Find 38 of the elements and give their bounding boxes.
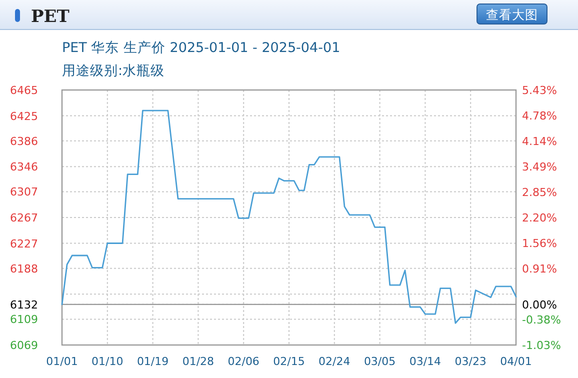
- x-tick-label: 02/15: [273, 355, 305, 368]
- y2-tick-label: 0.00%: [522, 298, 557, 312]
- chart-subtitle: PET 华东 生产价 2025-01-01 - 2025-04-01: [62, 40, 340, 56]
- button: 查看大图: [476, 4, 548, 24]
- chart-title: PET: [31, 7, 70, 27]
- y-tick-label: 6346: [10, 160, 38, 174]
- y2-tick-label: 0.91%: [522, 262, 557, 276]
- x-tick-label: 01/28: [182, 355, 214, 368]
- y2-tick-label: -0.38%: [522, 313, 561, 326]
- y-tick-label: 6425: [10, 110, 38, 123]
- line-series: [61, 110, 517, 324]
- y-tick-label: 6227: [10, 237, 38, 250]
- y2-tick-label: 1.56%: [522, 236, 557, 250]
- y-tick-label: 6465: [10, 84, 38, 97]
- x-tick-label: 04/01: [500, 355, 532, 368]
- x-tick-label: 02/24: [318, 355, 350, 368]
- y-tick-label: 6386: [10, 134, 38, 148]
- y2-tick-label: 2.85%: [522, 186, 557, 199]
- y-tick-label: 6109: [10, 313, 38, 326]
- x-tick-label: 03/23: [454, 355, 486, 368]
- y-tick-label: 6188: [10, 262, 38, 276]
- x-tick-label: 01/19: [136, 355, 169, 368]
- y2-tick-label: 5.43%: [522, 84, 557, 97]
- x-tick-label: 02/06: [228, 355, 260, 368]
- y2-tick-label: 4.14%: [522, 134, 557, 148]
- y2-tick-label: 3.49%: [522, 160, 557, 174]
- x-tick-label: 01/10: [92, 355, 124, 368]
- text: 用途级别:水瓶级: [62, 63, 165, 79]
- y2-tick-label: 2.20%: [522, 212, 557, 224]
- y-tick-label: 6132: [10, 298, 38, 312]
- y2-tick-label: 4.78%: [522, 110, 557, 123]
- x-tick-label: 03/05: [364, 355, 396, 368]
- x-tick-label: 01/01: [46, 355, 78, 368]
- x-tick-label: 03/14: [409, 355, 442, 368]
- y-tick-label: 6267: [10, 212, 38, 224]
- y-tick-label: 6307: [10, 186, 38, 199]
- y-tick-label: 6069: [10, 339, 38, 352]
- y2-tick-label: -1.03%: [522, 339, 561, 352]
